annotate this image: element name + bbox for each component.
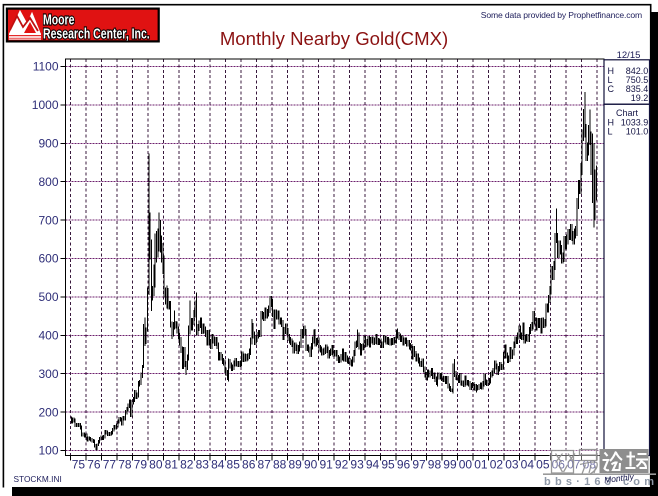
- svg-text:Chart: Chart: [616, 108, 639, 118]
- svg-text:87: 87: [258, 458, 272, 472]
- svg-text:76: 76: [87, 458, 101, 472]
- svg-text:85: 85: [227, 458, 241, 472]
- svg-text:02: 02: [490, 458, 504, 472]
- svg-text:Monthly Nearby Gold(CMX): Monthly Nearby Gold(CMX): [220, 28, 448, 49]
- svg-text:93: 93: [350, 458, 364, 472]
- svg-text:98: 98: [428, 458, 442, 472]
- svg-text:Some data provided by Prophetf: Some data provided by Prophetfinance.com: [481, 10, 642, 20]
- svg-text:800: 800: [38, 175, 58, 189]
- svg-text:75: 75: [72, 458, 86, 472]
- svg-text:92: 92: [335, 458, 349, 472]
- svg-text:96: 96: [397, 458, 411, 472]
- svg-text:79: 79: [134, 458, 148, 472]
- svg-text:03: 03: [505, 458, 519, 472]
- svg-text:1000: 1000: [32, 98, 59, 112]
- svg-text:L: L: [608, 75, 613, 85]
- svg-text:600: 600: [38, 252, 58, 266]
- svg-text:80: 80: [149, 458, 163, 472]
- svg-text:700: 700: [38, 213, 58, 227]
- svg-text:101.0: 101.0: [626, 126, 649, 136]
- svg-text:94: 94: [366, 458, 380, 472]
- svg-text:C: C: [608, 84, 615, 94]
- svg-text:89: 89: [288, 458, 302, 472]
- svg-text:90: 90: [304, 458, 318, 472]
- svg-text:78: 78: [118, 458, 132, 472]
- svg-text:750.5: 750.5: [626, 75, 649, 85]
- svg-text:12/15: 12/15: [617, 50, 641, 61]
- svg-text:88: 88: [273, 458, 287, 472]
- svg-text:01: 01: [474, 458, 488, 472]
- svg-text:04: 04: [521, 458, 535, 472]
- svg-text:91: 91: [319, 458, 333, 472]
- svg-text:1033.9: 1033.9: [621, 117, 649, 127]
- svg-text:Moore: Moore: [43, 11, 74, 28]
- svg-text:STOCKM.INI: STOCKM.INI: [14, 474, 62, 484]
- svg-text:05: 05: [536, 458, 550, 472]
- svg-text:100: 100: [38, 444, 58, 458]
- svg-text:H: H: [608, 117, 615, 127]
- svg-text:97: 97: [412, 458, 426, 472]
- svg-text:99: 99: [443, 458, 457, 472]
- svg-text:86: 86: [242, 458, 256, 472]
- svg-text:H: H: [608, 66, 615, 76]
- svg-text:Research Center, Inc.: Research Center, Inc.: [43, 25, 150, 42]
- svg-text:500: 500: [38, 290, 58, 304]
- svg-text:19.2: 19.2: [631, 93, 649, 103]
- svg-text:842.0: 842.0: [626, 66, 649, 76]
- svg-text:82: 82: [180, 458, 194, 472]
- svg-text:300: 300: [38, 367, 58, 381]
- svg-text:1100: 1100: [33, 60, 59, 74]
- svg-text:06: 06: [552, 458, 566, 472]
- svg-text:00: 00: [459, 458, 473, 472]
- svg-text:900: 900: [38, 137, 58, 151]
- svg-text:83: 83: [196, 458, 210, 472]
- svg-text:Monthly: Monthly: [604, 471, 636, 485]
- svg-text:84: 84: [211, 458, 225, 472]
- svg-text:77: 77: [103, 458, 117, 472]
- svg-text:L: L: [608, 126, 613, 136]
- svg-text:bbs·163·com: bbs·163·com: [544, 476, 654, 488]
- svg-text:81: 81: [165, 458, 179, 472]
- svg-text:95: 95: [381, 458, 395, 472]
- svg-text:200: 200: [38, 405, 58, 419]
- svg-text:835.4: 835.4: [626, 84, 649, 94]
- svg-text:400: 400: [38, 329, 58, 343]
